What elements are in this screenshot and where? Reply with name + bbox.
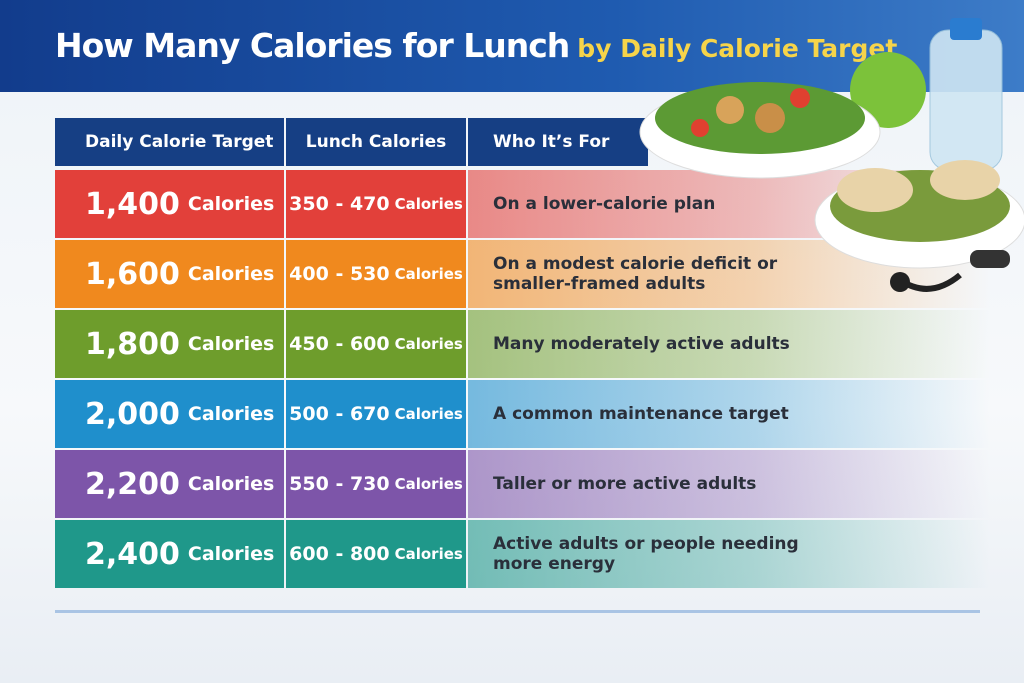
food-illustration	[639, 18, 1024, 292]
lunch-cell: 500 - 670 Calories	[286, 380, 466, 448]
lunch-cell: 450 - 600 Calories	[286, 310, 466, 378]
title-main: How Many Calories for Lunch	[55, 26, 570, 65]
who-cell: Many moderately active adults	[468, 310, 990, 378]
target-unit: Calories	[187, 333, 275, 355]
target-unit: Calories	[187, 403, 275, 425]
target-cell: 2,200 Calories	[55, 450, 284, 518]
column-header: Daily Calorie Target	[55, 118, 284, 166]
header-row: Daily Calorie Target Lunch Calories Who It…	[55, 118, 990, 166]
lunch-range: 400 - 530	[289, 263, 390, 285]
lunch-unit: Calories	[394, 195, 463, 213]
who-text: A common maintenance target	[493, 404, 789, 424]
who-text: Many moderately active adults	[493, 334, 790, 354]
target-value: 2,200	[85, 466, 180, 502]
lunch-range: 600 - 800	[289, 543, 390, 565]
table-row: 2,000 Calories 500 - 670 Calories A common m…	[55, 380, 990, 448]
who-text: Active adults or people needing more ene…	[493, 534, 799, 574]
who-cell: Taller or more active adults	[468, 450, 990, 518]
lunch-unit: Calories	[394, 335, 463, 353]
target-cell: 1,600 Calories	[55, 240, 284, 308]
column-header: Lunch Calories	[286, 118, 466, 166]
target-value: 2,400	[85, 536, 180, 572]
target-unit: Calories	[187, 543, 275, 565]
lunch-range: 550 - 730	[289, 473, 390, 495]
lunch-unit: Calories	[394, 475, 463, 493]
column-header: Who It’s For	[468, 118, 648, 166]
who-cell: A common maintenance target	[468, 380, 990, 448]
lunch-cell: 400 - 530 Calories	[286, 240, 466, 308]
target-value: 1,600	[85, 256, 180, 292]
lunch-cell: 550 - 730 Calories	[286, 450, 466, 518]
title-sub: by Daily Calorie Target	[577, 34, 898, 63]
lunch-cell: 600 - 800 Calories	[286, 520, 466, 588]
target-cell: 2,000 Calories	[55, 380, 284, 448]
lunch-cell: 350 - 470 Calories	[286, 170, 466, 238]
target-unit: Calories	[187, 473, 275, 495]
who-text: Taller or more active adults	[493, 474, 757, 494]
target-cell: 1,400 Calories	[55, 170, 284, 238]
table-row: 1,800 Calories 450 - 600 Calories Many moder…	[55, 310, 990, 378]
lunch-unit: Calories	[394, 405, 463, 423]
lunch-range: 500 - 670	[289, 403, 390, 425]
target-value: 1,800	[85, 326, 180, 362]
target-unit: Calories	[187, 193, 275, 215]
title: How Many Calories for Lunch by Daily Calo…	[55, 26, 897, 65]
target-value: 2,000	[85, 396, 180, 432]
target-unit: Calories	[187, 263, 275, 285]
target-cell: 1,800 Calories	[55, 310, 284, 378]
target-value: 1,400	[85, 186, 180, 222]
target-cell: 2,400 Calories	[55, 520, 284, 588]
table-row: 2,200 Calories 550 - 730 Calories Taller or …	[55, 450, 990, 518]
who-text: On a lower-calorie plan	[493, 194, 716, 214]
table-row: 2,400 Calories 600 - 800 Calories Active adu…	[55, 520, 990, 588]
lunch-unit: Calories	[394, 265, 463, 283]
divider	[55, 610, 980, 613]
lunch-range: 350 - 470	[289, 193, 390, 215]
lunch-range: 450 - 600	[289, 333, 390, 355]
lunch-unit: Calories	[394, 545, 463, 563]
who-cell: Active adults or people needing more ene…	[468, 520, 990, 588]
who-text: On a modest calorie deficit or smaller-f…	[493, 254, 778, 294]
